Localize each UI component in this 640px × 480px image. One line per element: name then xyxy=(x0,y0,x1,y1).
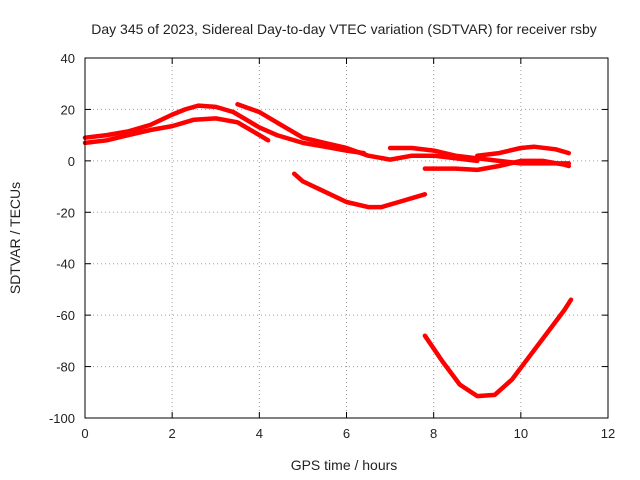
x-tick-label: 12 xyxy=(601,426,615,441)
grid-lines xyxy=(85,58,608,418)
plot-frame xyxy=(84,57,609,419)
series-track-6 xyxy=(422,158,572,173)
series-track-2 xyxy=(82,116,271,146)
x-tick-label: 2 xyxy=(169,426,176,441)
x-tick-label: 0 xyxy=(81,426,88,441)
series-track-1 xyxy=(82,103,367,156)
y-tick-label: -40 xyxy=(56,257,75,272)
y-tick-label: -60 xyxy=(56,308,75,323)
x-axis-label: GPS time / hours xyxy=(291,457,398,473)
x-tick-label: 4 xyxy=(256,426,263,441)
y-tick-label: -20 xyxy=(56,205,75,220)
series-track-8 xyxy=(422,297,574,399)
x-tick-label: 8 xyxy=(430,426,437,441)
data-series xyxy=(82,102,574,399)
y-tick-label: 40 xyxy=(61,51,75,66)
y-tick-label: 20 xyxy=(61,102,75,117)
y-tick-label: -80 xyxy=(56,360,75,375)
series-track-3 xyxy=(235,102,480,164)
y-tick-label: -100 xyxy=(49,411,75,426)
x-tick-label: 6 xyxy=(343,426,350,441)
series-track-7 xyxy=(475,144,572,158)
series-track-4 xyxy=(291,171,428,210)
chart-title: Day 345 of 2023, Sidereal Day-to-day VTE… xyxy=(91,21,597,37)
axis-ticks: 0 2 4 6 8 10 12 -100 -80 -60 -40 -20 0 20 40 xyxy=(49,51,615,441)
x-tick-label: 10 xyxy=(514,426,528,441)
y-axis-label: SDTVAR / TECUs xyxy=(7,182,23,294)
y-tick-label: 0 xyxy=(68,154,75,169)
